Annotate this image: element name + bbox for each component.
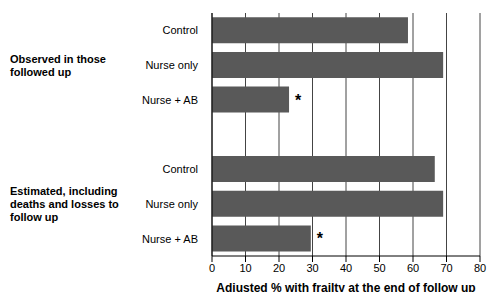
svg-text:50: 50 (373, 262, 385, 274)
svg-text:Control: Control (163, 163, 198, 175)
svg-text:20: 20 (273, 262, 285, 274)
svg-text:40: 40 (340, 262, 352, 274)
svg-text:follow up: follow up (10, 211, 59, 223)
svg-text:30: 30 (306, 262, 318, 274)
svg-text:80: 80 (474, 262, 486, 274)
svg-text:Adjusted % with frailty at the: Adjusted % with frailty at the end of fo… (216, 281, 475, 292)
svg-text:Observed in those: Observed in those (10, 53, 106, 65)
svg-text:Nurse only: Nurse only (145, 198, 198, 210)
svg-text:10: 10 (239, 262, 251, 274)
svg-text:60: 60 (407, 262, 419, 274)
svg-text:0: 0 (209, 262, 215, 274)
svg-text:70: 70 (440, 262, 452, 274)
svg-text:followed up: followed up (10, 66, 71, 78)
svg-text:Nurse + AB: Nurse + AB (142, 233, 198, 245)
svg-text:Control: Control (163, 24, 198, 36)
svg-text:Estimated, including: Estimated, including (10, 185, 118, 197)
svg-text:deaths and losses to: deaths and losses to (10, 198, 119, 210)
svg-text:*: * (295, 92, 302, 109)
svg-text:*: * (317, 230, 324, 247)
svg-text:Nurse + AB: Nurse + AB (142, 94, 198, 106)
svg-text:Nurse only: Nurse only (145, 59, 198, 71)
